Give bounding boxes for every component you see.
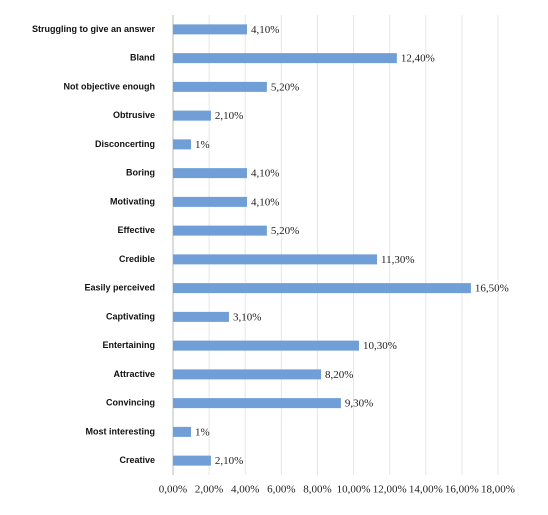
category-label: Entertaining <box>102 340 155 350</box>
bar <box>173 110 211 121</box>
value-label: 4,10% <box>251 196 279 208</box>
value-label: 4,10% <box>251 24 279 36</box>
value-label: 9,30% <box>345 398 373 410</box>
value-label: 2,10% <box>215 110 243 122</box>
bar <box>173 426 192 437</box>
bar <box>173 24 248 35</box>
category-label: Attractive <box>113 369 155 379</box>
value-label: 5,20% <box>271 81 299 93</box>
bar <box>173 455 211 466</box>
value-label: 10,30% <box>363 340 397 352</box>
x-tick-label: 12,00% <box>373 484 407 496</box>
bar <box>173 196 248 207</box>
bar <box>173 168 248 179</box>
category-label: Not objective enough <box>63 81 155 91</box>
x-tick-label: 14,00% <box>409 484 443 496</box>
bar <box>173 81 267 92</box>
bar <box>173 398 341 409</box>
category-label: Easily perceived <box>84 283 155 293</box>
bar <box>173 369 322 380</box>
bar <box>173 53 397 64</box>
bar <box>173 254 378 265</box>
category-label: Most interesting <box>85 426 155 436</box>
category-label: Obtrusive <box>113 110 155 120</box>
x-tick-label: 10,00% <box>337 484 371 496</box>
value-label: 3,10% <box>233 311 261 323</box>
value-label: 12,40% <box>401 53 435 65</box>
value-label: 1% <box>195 139 210 151</box>
x-tick-label: 6,00% <box>267 484 295 496</box>
x-tick-label: 8,00% <box>303 484 331 496</box>
x-tick-label: 0,00% <box>159 484 187 496</box>
bar <box>173 139 192 150</box>
category-label: Disconcerting <box>95 139 155 149</box>
value-label: 4,10% <box>251 168 279 180</box>
category-label: Motivating <box>110 196 155 206</box>
value-label: 1% <box>195 426 210 438</box>
value-label: 8,20% <box>325 369 353 381</box>
value-label: 5,20% <box>271 225 299 237</box>
x-tick-label: 2,00% <box>195 484 223 496</box>
bar <box>173 340 359 351</box>
bar <box>173 283 471 294</box>
value-label: 2,10% <box>215 455 243 467</box>
value-label: 16,50% <box>475 283 509 295</box>
category-label: Bland <box>130 53 155 63</box>
category-label: Credible <box>119 254 155 264</box>
value-label: 11,30% <box>381 254 415 266</box>
category-label: Struggling to give an answer <box>32 24 156 34</box>
bar <box>173 225 267 236</box>
category-label: Creative <box>119 455 155 465</box>
category-label: Boring <box>126 168 155 178</box>
x-tick-label: 4,00% <box>231 484 259 496</box>
x-tick-label: 16,00% <box>445 484 479 496</box>
bar <box>173 311 229 322</box>
category-label: Convincing <box>106 398 155 408</box>
category-label: Effective <box>117 225 155 235</box>
category-label: Captivating <box>106 311 155 321</box>
x-tick-label: 18,00% <box>481 484 515 496</box>
